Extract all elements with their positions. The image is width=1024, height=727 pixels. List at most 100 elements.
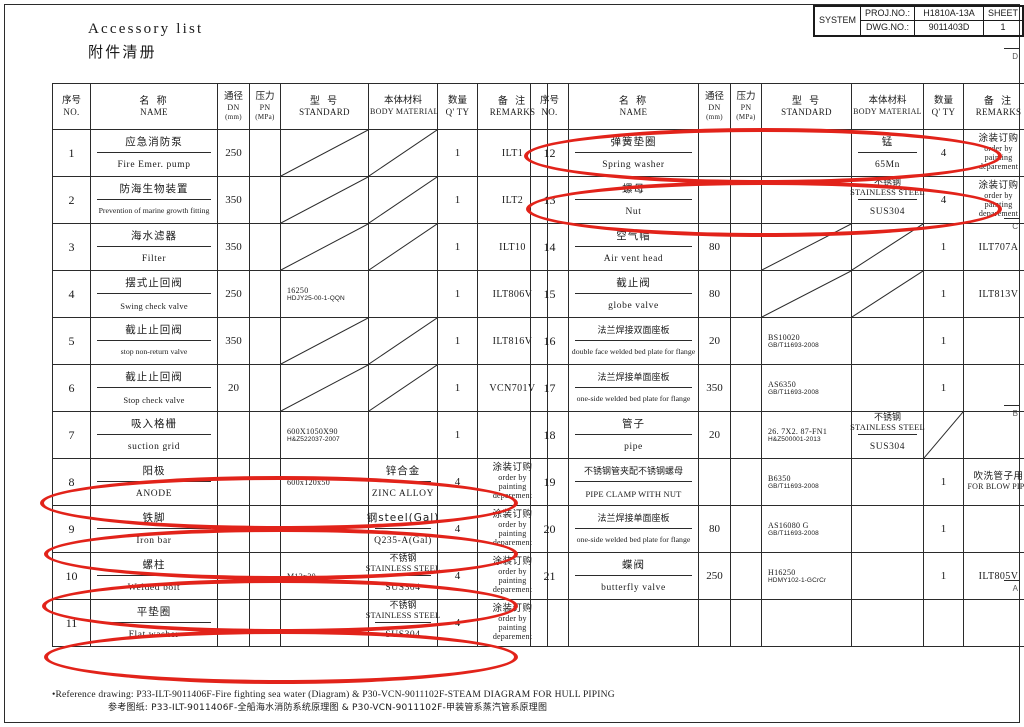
col-header-standard: 型 号 STANDARD <box>761 83 852 130</box>
row-no-cell: 17 <box>530 364 569 412</box>
row-dn-cell <box>698 129 731 177</box>
row-remark-cell: 涂装订购 order by painting deparement <box>963 129 1024 177</box>
row-standard-cell: M12x30 <box>280 552 369 600</box>
row-no-cell: 2 <box>52 176 91 224</box>
row-qty-cell: 1 <box>923 505 964 553</box>
row-material-cell: 不锈钢 STAINLESS STEEL SUS304 <box>850 411 925 459</box>
row-name: 管子 pipe <box>569 412 698 458</box>
table-row: 1 应急消防泵 Fire Emer. pump 250 1 ILT1 <box>52 129 548 177</box>
row-pn-cell <box>730 176 762 224</box>
row-dn-cell: 80 <box>698 270 731 318</box>
diagonal-slash <box>852 224 923 270</box>
row-remark-cn: 吹洗管子用 <box>973 471 1024 483</box>
row-name-en: Stop check valve <box>123 394 185 405</box>
row-material-cell <box>851 270 924 318</box>
row-remark-code: ILT806V <box>492 288 533 300</box>
row-name-en: suction grid <box>127 441 181 452</box>
row-name-cell: 截止阀 globe valve <box>568 270 699 318</box>
row-name-cn: 截止阀 <box>616 276 651 289</box>
row-name: 海水滤器 Filter <box>91 224 217 270</box>
row-name-cn: 空气帽 <box>616 229 651 242</box>
row-qty-cell: 4 <box>923 176 964 224</box>
row-remark-en-1: order by <box>498 566 527 576</box>
row-name-cell: 截止止回阀 stop non-return valve <box>90 317 218 365</box>
row-dn-cell: 20 <box>698 317 731 365</box>
page-title-cn: 附件清册 <box>88 42 157 61</box>
row-standard-cell: 26. 7X2. 87-FN1 H&Z500001-2013 <box>761 411 852 459</box>
row-pn-cell <box>249 270 281 318</box>
row-no: 11 <box>65 615 78 630</box>
row-remark-cell: 涂装订购 order by painting deparement <box>963 176 1024 224</box>
diagonal-slash <box>369 365 437 411</box>
row-no: 9 <box>68 521 75 536</box>
row-remark-en-3: deparement <box>492 537 533 547</box>
row-standard-line2: GB/T11693-2008 <box>768 342 819 349</box>
accessory-table-left: 序号 NO. 名 称 NAME 通径 DN (mm) 压力 PN (MPa) 型… <box>52 83 548 647</box>
row-pn-cell <box>730 505 762 553</box>
row-remark-order: 涂装订购 order by painting deparement <box>964 130 1024 176</box>
row-standard-line1: 16250 <box>287 286 309 295</box>
row-remark-en: FOR BLOW PIPE <box>967 481 1024 491</box>
row-remark-cell: 吹洗管子用 FOR BLOW PIPE <box>963 458 1024 506</box>
row-material-cell <box>851 599 924 647</box>
row-remark-cell <box>963 411 1024 459</box>
row-dn-cell <box>217 552 250 600</box>
row-name-en: butterfly valve <box>601 582 666 593</box>
row-qty-cell: 1 <box>923 458 964 506</box>
row-dn-cell <box>698 599 731 647</box>
row-remark-en-1: order by <box>498 613 527 623</box>
row-remark-cell <box>963 364 1024 412</box>
row-material-cn: 钢steel(Gal) <box>366 511 440 524</box>
row-qty-cell: 4 <box>923 129 964 177</box>
row-no-cell: 9 <box>52 505 91 553</box>
col-header-body-material: 本体材料 BODY MATERIAL <box>368 83 438 130</box>
row-name-cell: 不锈钢管夹配不锈钢螺母 PIPE CLAMP WITH NUT <box>568 458 699 506</box>
row-dn-cell: 350 <box>698 364 731 412</box>
row-remark-code: ILT805V <box>978 570 1019 582</box>
row-name: 法兰焊接双面座板 double face welded bed plate for… <box>569 318 698 364</box>
table-row: 15 截止阀 globe valve 80 1 ILT813V <box>530 270 1024 318</box>
col-header-dn: 通径 DN (mm) <box>217 83 250 130</box>
row-pn-cell <box>730 270 762 318</box>
row-material-en: 65Mn <box>874 159 901 170</box>
row-standard-line1: H16250 <box>768 568 796 577</box>
row-standard-line1: AS16080 G <box>768 521 809 530</box>
col-header-remarks: 备 注 REMARKS <box>963 83 1024 130</box>
row-pn-cell <box>730 129 762 177</box>
row-standard-cell <box>280 223 369 271</box>
row-material-en-upper: STAINLESS STEEL <box>850 422 925 433</box>
row-remark-code: ILT10 <box>499 241 526 253</box>
row-dn: 350 <box>706 382 723 394</box>
row-no-cell: 13 <box>530 176 569 224</box>
row-remark-cn: 涂装订购 <box>492 462 533 474</box>
row-qty: 1 <box>940 335 947 347</box>
row-standard-line2: HDJY25-00-1-QQN <box>287 295 345 302</box>
row-name: 蝶阀 butterfly valve <box>569 553 698 599</box>
row-remark-en-3: deparement <box>978 161 1019 171</box>
row-material-cell <box>368 176 438 224</box>
row-standard-line2: GB/T11693-2008 <box>768 530 819 537</box>
row-name-en: Fire Emer. pump <box>117 159 191 170</box>
row-name-cn: 蝶阀 <box>622 558 645 571</box>
diagonal-slash <box>369 130 437 176</box>
row-material-cell <box>368 223 438 271</box>
row-qty-cell: 4 <box>437 505 478 553</box>
row-remark-en-3: deparement <box>492 584 533 594</box>
row-qty-cell: 1 <box>923 552 964 600</box>
diagonal-slash <box>369 177 437 223</box>
row-no: 14 <box>543 239 556 254</box>
row-pn-cell <box>249 552 281 600</box>
row-material-cell <box>851 505 924 553</box>
row-qty: 1 <box>940 570 947 582</box>
row-material-cell <box>851 223 924 271</box>
table-row: 16 法兰焊接双面座板 double face welded bed plate f… <box>530 317 1024 365</box>
row-name-cell: 防海生物装置 Prevention of marine growth fittin… <box>90 176 218 224</box>
row-name-en: pipe <box>624 441 643 452</box>
row-dn-cell <box>217 458 250 506</box>
row-name <box>569 600 698 646</box>
row-standard: H16250 HDMY102-1-GCrCr <box>762 553 851 599</box>
page-title: Accessory list 附件清册 <box>88 18 203 63</box>
row-name-en: Welded bolt <box>127 582 181 593</box>
table-row: 3 海水滤器 Filter 350 1 ILT10 <box>52 223 548 271</box>
row-standard-line2: H&Z500001-2013 <box>768 436 821 443</box>
